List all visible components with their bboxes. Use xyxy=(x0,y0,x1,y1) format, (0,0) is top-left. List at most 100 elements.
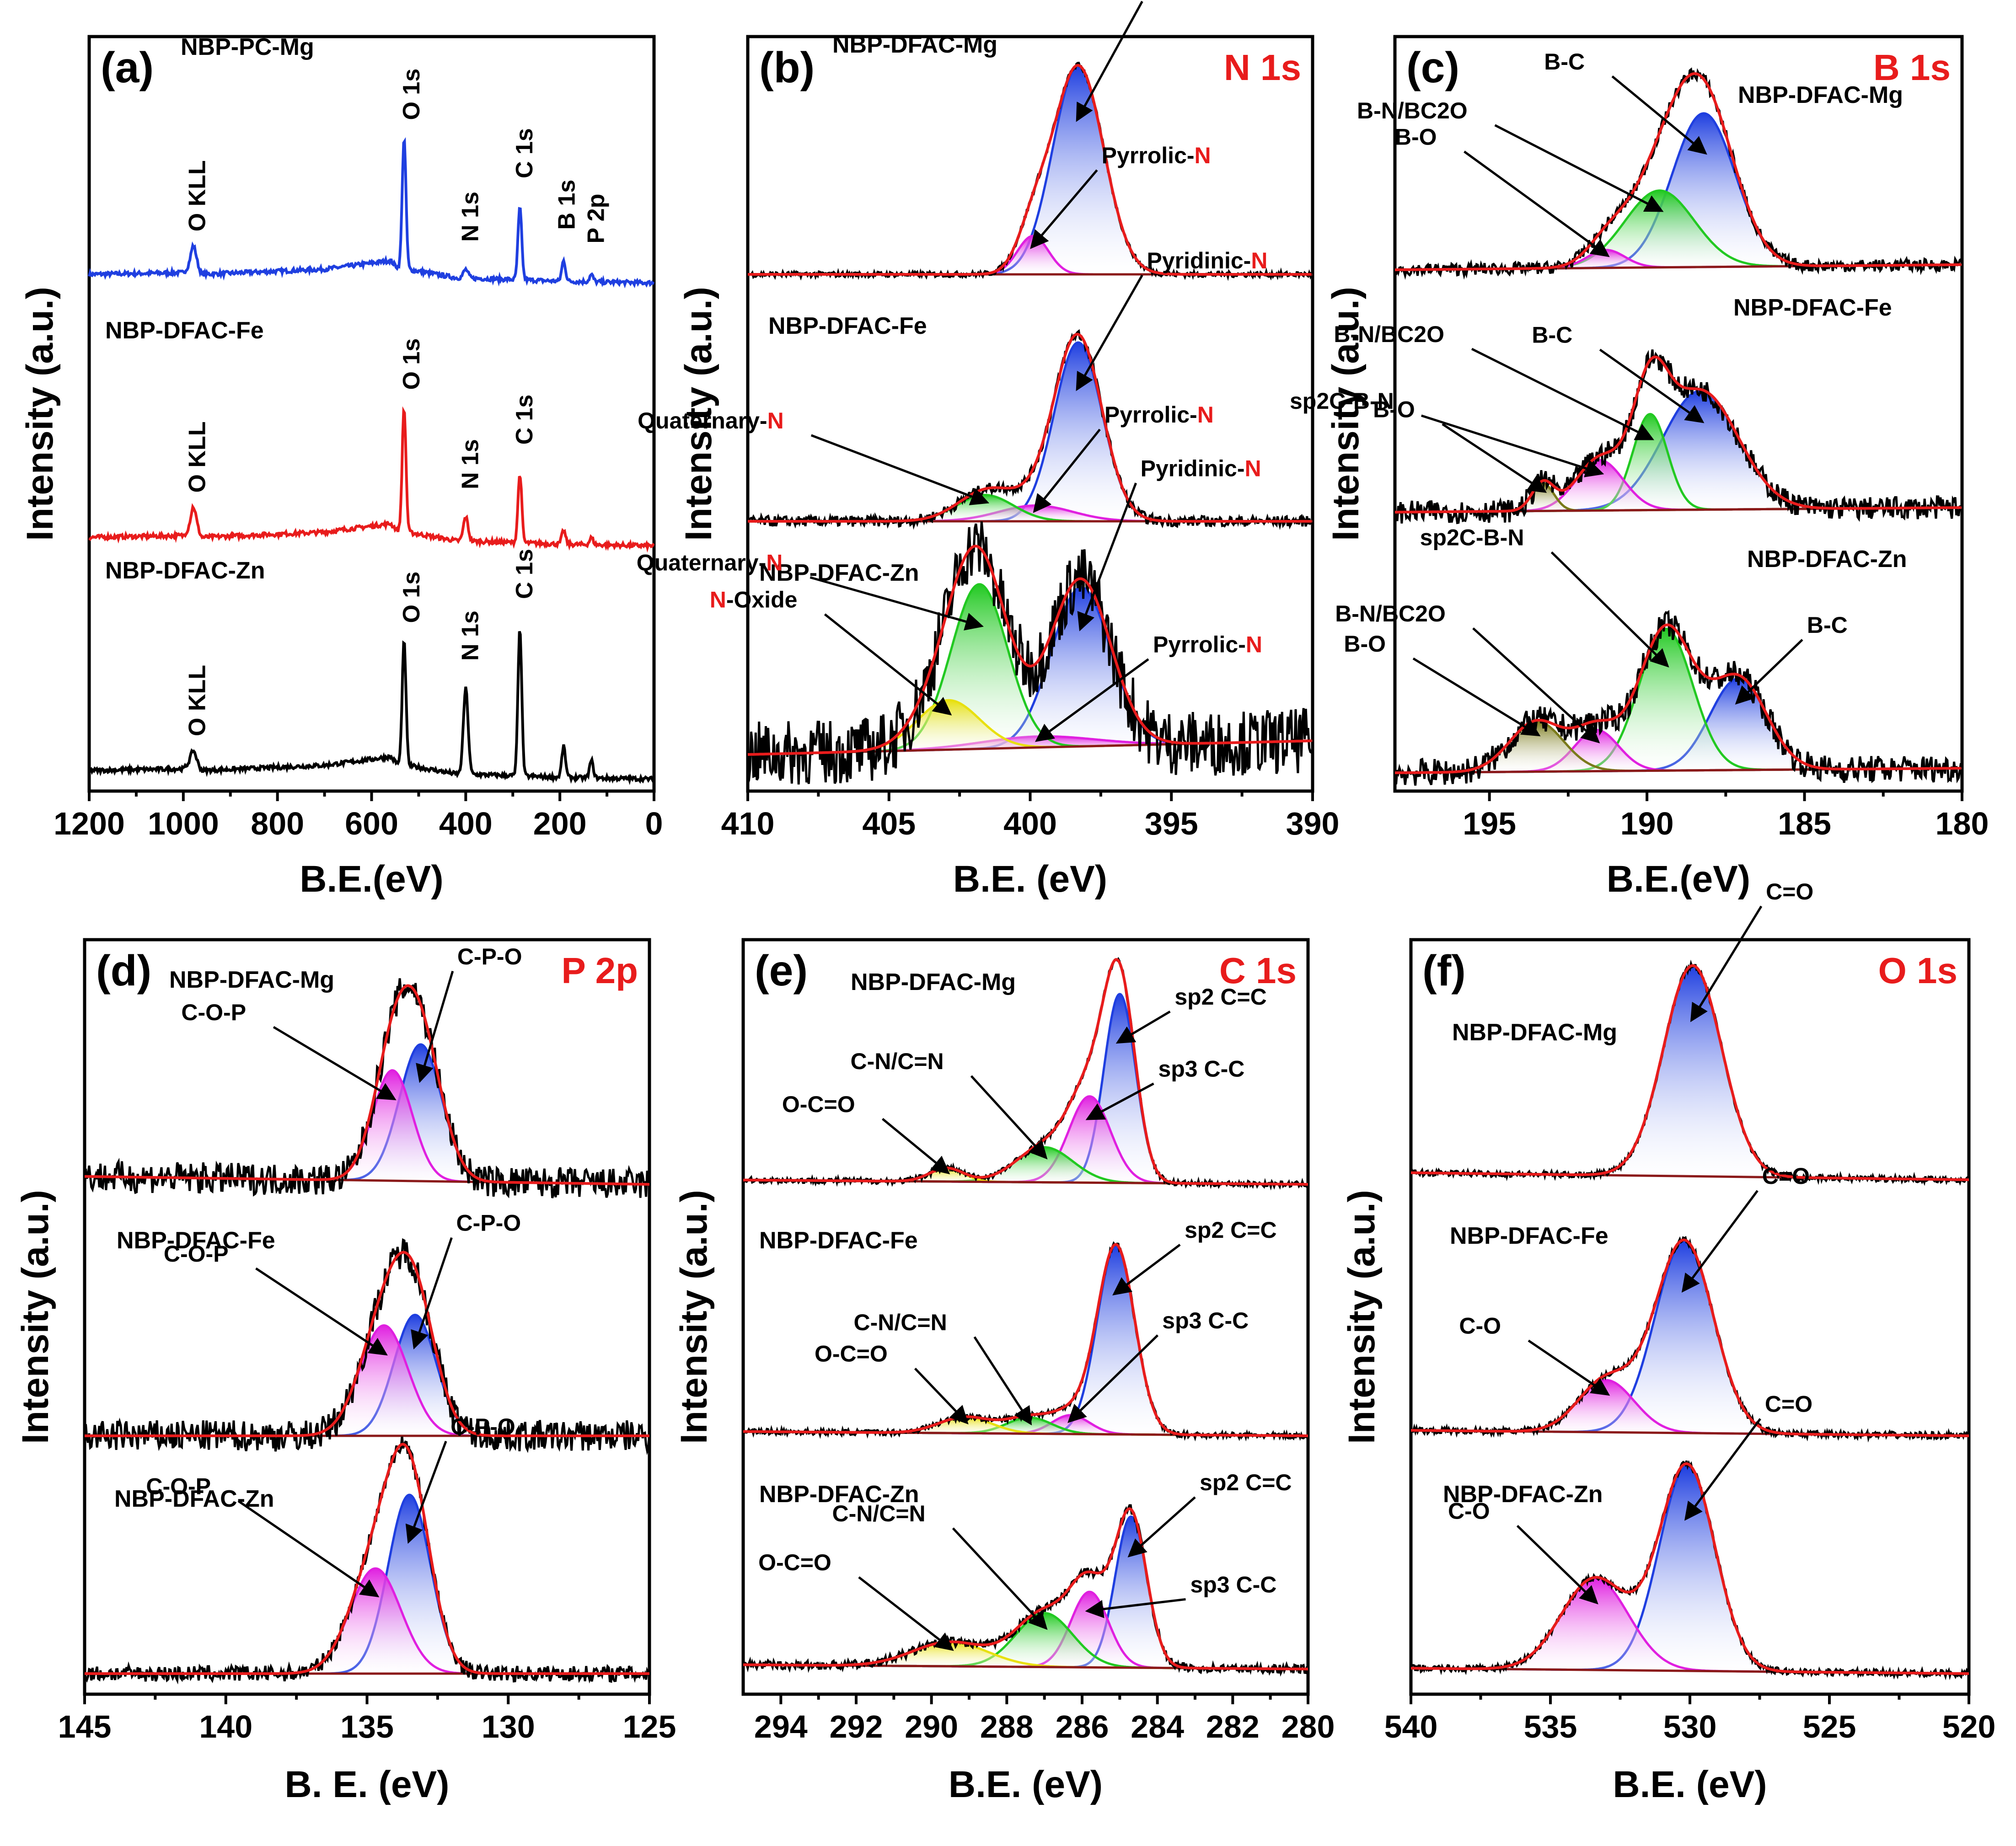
x-tick-label-a-5: 200 xyxy=(533,806,587,841)
envelope-fit-c-2 xyxy=(1395,623,1961,774)
survey-line-1 xyxy=(88,406,655,553)
survey-peak-label-2-0: O KLL xyxy=(184,665,211,736)
annotation-arrow-b-2-3 xyxy=(824,613,952,716)
x-tick-label-f-4: 520 xyxy=(1942,1709,1996,1744)
component-label-b-2-0: Pyridinic-N xyxy=(1141,455,1261,481)
x-tick-label-c-2: 185 xyxy=(1778,806,1831,841)
annotation-arrow-e-2-2 xyxy=(952,1527,1048,1630)
annotation-arrow-f-1-1 xyxy=(1528,1339,1610,1396)
component-label-b-0-1: Pyrrolic-N xyxy=(1102,143,1211,168)
annotation-arrow-e-0-1 xyxy=(1085,1082,1154,1120)
x-axis-label-e: B.E. (eV) xyxy=(949,1764,1103,1805)
core-level-tag-c: B 1s xyxy=(1873,47,1951,88)
x-tick-label-e-6: 282 xyxy=(1206,1709,1260,1744)
panel-label-b: (b) xyxy=(759,43,815,92)
annotation-arrow-b-2-1 xyxy=(1035,658,1149,742)
y-axis-label-d: Intensity (a.u.) xyxy=(15,1190,56,1444)
x-tick-label-a-1: 1000 xyxy=(148,806,219,841)
core-level-tag-d: P 2p xyxy=(562,950,638,991)
sample-label-e-0: NBP-DFAC-Mg xyxy=(851,969,1016,995)
component-fill-f-0-0 xyxy=(1411,965,1969,1180)
component-label-f-2-1: C-O xyxy=(1448,1498,1490,1524)
component-label-c-1-2: sp2C-B-N xyxy=(1290,388,1394,414)
component-label-e-0-2: C-N/C=N xyxy=(850,1049,944,1074)
envelope-fit-f-1 xyxy=(1411,1238,1969,1437)
component-label-b-1-1: Pyrrolic-N xyxy=(1105,402,1214,428)
component-label-c-2-3: B-O xyxy=(1344,631,1386,657)
x-tick-label-e-7: 280 xyxy=(1281,1709,1335,1744)
component-fill-d-2-1 xyxy=(85,1568,649,1674)
component-fill-f-2-1 xyxy=(1411,1578,1969,1674)
annotation-arrow-d-0-0 xyxy=(416,971,454,1083)
component-fill-e-2-3 xyxy=(743,1642,1308,1669)
envelope-fit-e-0 xyxy=(743,958,1308,1186)
core-level-tag-f: O 1s xyxy=(1878,950,1957,991)
component-fill-b-0-1 xyxy=(748,236,1313,274)
component-label-e-2-0: sp2 C=C xyxy=(1200,1470,1292,1495)
annotation-arrow-c-1-3 xyxy=(1442,423,1547,493)
x-tick-label-b-1: 405 xyxy=(862,806,916,841)
panel-b: 410 405 400 395 390 B.E. (eV) Intensity (a.u.)… xyxy=(637,0,1339,900)
annotation-arrow-d-1-0 xyxy=(411,1237,453,1350)
survey-peak-label-0-0: O KLL xyxy=(184,160,211,231)
x-tick-label-d-4: 125 xyxy=(623,1709,676,1744)
component-label-f-0-0: C=O xyxy=(1766,879,1813,904)
component-label-c-1-1: B-N/BC2O xyxy=(1334,321,1444,347)
x-tick-label-b-0: 410 xyxy=(721,806,775,841)
component-label-c-0-1: B-N/BC2O xyxy=(1357,98,1468,123)
panel-label-c: (c) xyxy=(1406,43,1459,92)
survey-peak-label-1-3: C 1s xyxy=(511,395,538,445)
x-tick-label-d-3: 130 xyxy=(482,1709,535,1744)
annotation-arrow-e-2-0 xyxy=(1127,1496,1196,1557)
x-tick-label-a-2: 800 xyxy=(251,806,304,841)
component-label-d-0-1: C-O-P xyxy=(181,1000,246,1025)
raw-spectrum-e-2 xyxy=(742,1504,1309,1677)
component-fill-c-2-1 xyxy=(1395,629,1962,773)
x-tick-label-c-0: 195 xyxy=(1463,806,1516,841)
panel-e: 294 292 290 288 286 284 282 280 B.E. (eV) Intensi… xyxy=(673,938,1335,1805)
sample-label-d-1: NBP-DFAC-Fe xyxy=(117,1227,275,1254)
panel-a: 1200 1000 800 600 400 200 0 B.E.(eV) Intensity (… xyxy=(19,34,663,900)
annotation-arrow-c-2-3 xyxy=(1412,657,1541,737)
component-label-e-0-1: sp3 C-C xyxy=(1158,1056,1244,1082)
component-fill-c-0-1 xyxy=(1395,190,1962,270)
component-label-b-1-2: Quaternary-N xyxy=(638,408,784,433)
annotation-arrow-c-1-2 xyxy=(1421,414,1604,477)
survey-peak-label-2-1: O 1s xyxy=(398,572,425,623)
annotation-arrow-f-2-1 xyxy=(1516,1525,1598,1605)
component-label-e-2-3: O-C=O xyxy=(758,1550,831,1575)
annotation-arrow-e-1-0 xyxy=(1112,1244,1181,1296)
sample-label-a-1: NBP-DFAC-Fe xyxy=(105,317,264,344)
survey-peak-label-0-1: O 1s xyxy=(398,69,425,120)
plot-frame-e xyxy=(741,938,1310,1696)
component-label-e-1-1: sp3 C-C xyxy=(1162,1308,1249,1333)
annotation-arrow-c-0-0 xyxy=(1611,75,1707,155)
survey-peak-label-0-3: C 1s xyxy=(511,128,538,178)
panel-label-d: (d) xyxy=(96,947,151,995)
survey-peak-label-0-5: P 2p xyxy=(583,194,609,244)
sample-label-b-2: NBP-DFAC-Zn xyxy=(759,560,919,586)
survey-peak-label-0-2: N 1s xyxy=(457,192,484,242)
envelope-fit-c-0 xyxy=(1395,72,1961,271)
component-label-c-1-3: B-O xyxy=(1373,396,1415,422)
sample-label-a-2: NBP-DFAC-Zn xyxy=(105,557,265,584)
annotation-arrow-b-0-1 xyxy=(1030,169,1098,249)
sample-label-c-2: NBP-DFAC-Zn xyxy=(1747,546,1907,573)
survey-line-2 xyxy=(89,631,655,785)
panel-label-a: (a) xyxy=(101,43,154,92)
sample-label-e-1: NBP-DFAC-Fe xyxy=(759,1227,918,1254)
envelope-fit-b-2 xyxy=(747,545,1312,756)
core-level-tag-e: C 1s xyxy=(1219,950,1297,991)
annotation-arrow-e-1-2 xyxy=(973,1336,1032,1426)
annotation-arrow-e-1-1 xyxy=(1067,1334,1159,1423)
y-axis-label-c: Intensity (a.u.) xyxy=(1325,287,1367,541)
component-label-b-1-0: Pyridinic-N xyxy=(1147,248,1267,273)
panel-d: 145 140 135 130 125 B. E. (eV) Intensity (a.u.… xyxy=(15,938,676,1805)
y-axis-label-a: Intensity (a.u.) xyxy=(19,287,61,541)
envelope-fit-e-1 xyxy=(743,1243,1308,1437)
x-tick-label-e-0: 294 xyxy=(754,1709,808,1744)
survey-peak-label-2-3: C 1s xyxy=(511,549,538,599)
raw-spectrum-f-0 xyxy=(1410,959,1970,1186)
annotation-arrow-b-0-0 xyxy=(1076,0,1143,122)
component-label-e-2-1: sp3 C-C xyxy=(1190,1572,1276,1597)
